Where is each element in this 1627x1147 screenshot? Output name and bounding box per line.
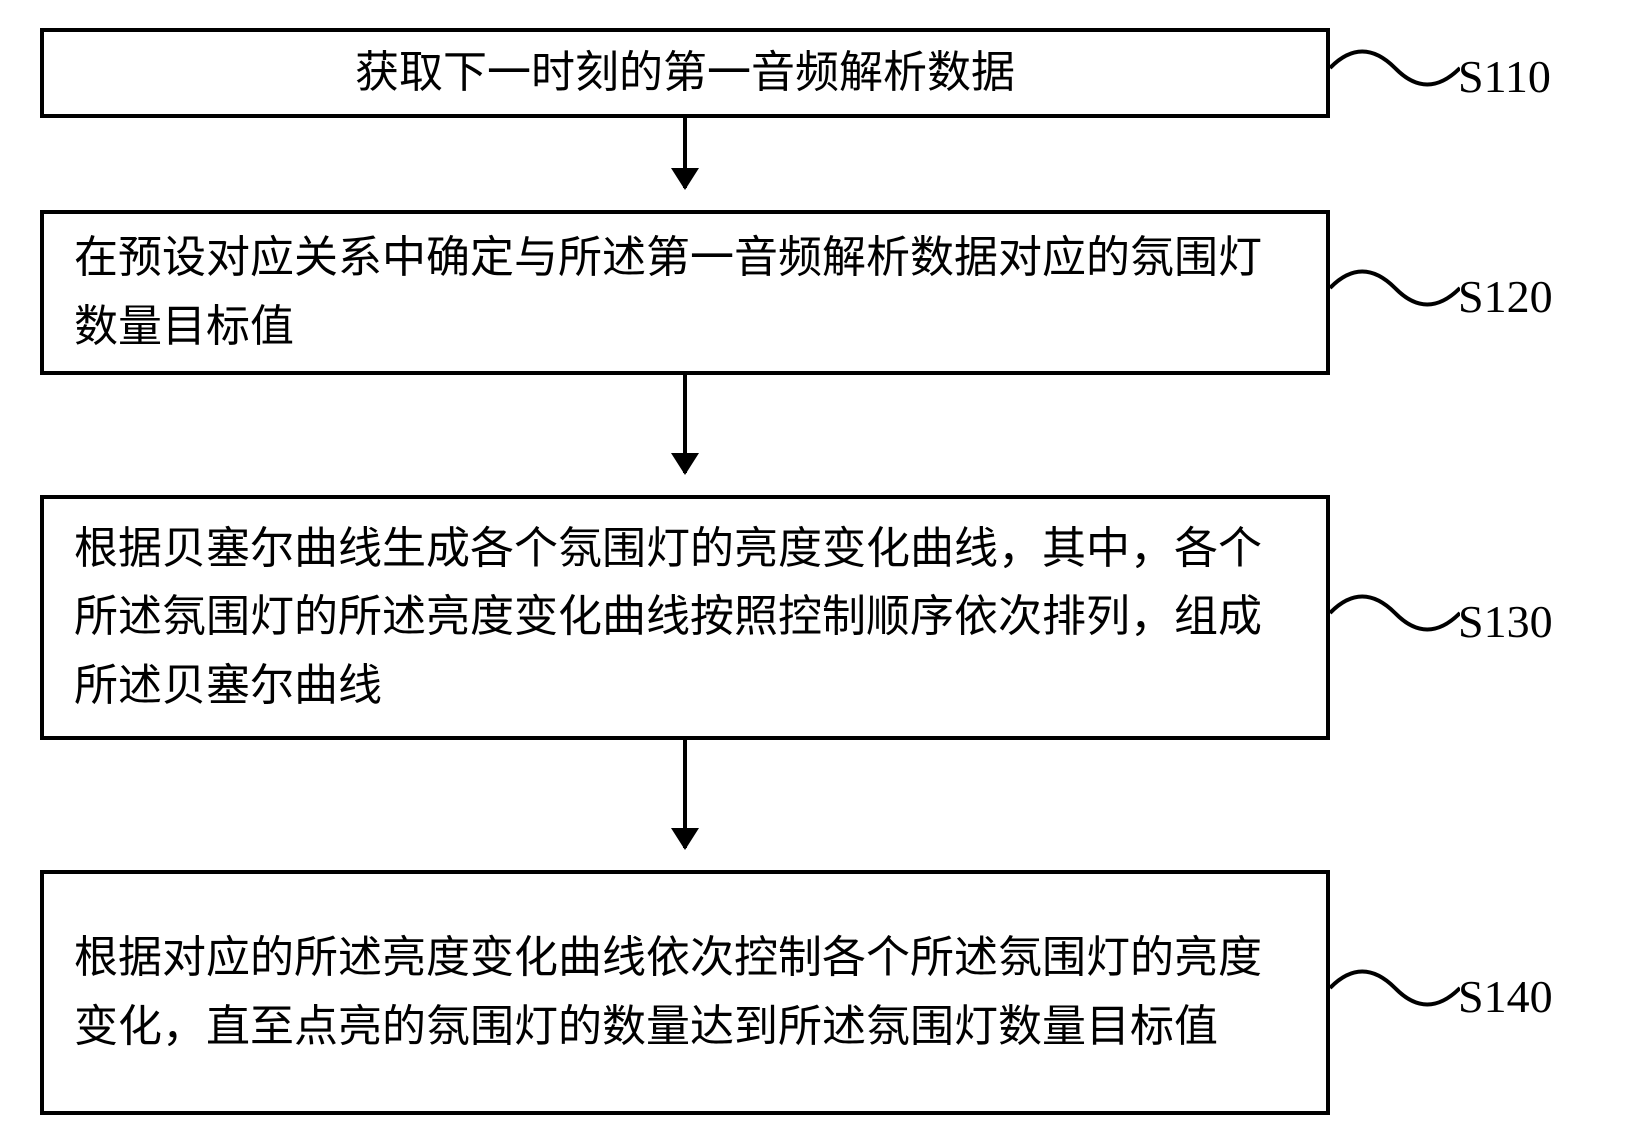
step-label-s120: S120 bbox=[1458, 270, 1553, 323]
flow-step-text: 根据贝塞尔曲线生成各个氛围灯的亮度变化曲线，其中，各个所述氛围灯的所述亮度变化曲… bbox=[74, 515, 1296, 720]
flowchart-container: 获取下一时刻的第一音频解析数据 S110 在预设对应关系中确定与所述第一音频解析… bbox=[0, 0, 1627, 1147]
wave-connector-icon bbox=[1330, 43, 1460, 93]
flow-arrow-icon bbox=[683, 375, 687, 473]
flow-step-text: 获取下一时刻的第一音频解析数据 bbox=[355, 39, 1015, 107]
flow-step-text: 在预设对应关系中确定与所述第一音频解析数据对应的氛围灯数量目标值 bbox=[74, 224, 1296, 360]
flow-step-s140: 根据对应的所述亮度变化曲线依次控制各个所述氛围灯的亮度变化，直至点亮的氛围灯的数… bbox=[40, 870, 1330, 1115]
flow-arrow-icon bbox=[683, 740, 687, 848]
wave-connector-icon bbox=[1330, 963, 1460, 1013]
step-label-s130: S130 bbox=[1458, 595, 1553, 648]
flow-step-s130: 根据贝塞尔曲线生成各个氛围灯的亮度变化曲线，其中，各个所述氛围灯的所述亮度变化曲… bbox=[40, 495, 1330, 740]
step-label-s110: S110 bbox=[1458, 50, 1551, 103]
flow-step-s120: 在预设对应关系中确定与所述第一音频解析数据对应的氛围灯数量目标值 bbox=[40, 210, 1330, 375]
step-label-s140: S140 bbox=[1458, 970, 1553, 1023]
wave-connector-icon bbox=[1330, 588, 1460, 638]
flow-arrow-icon bbox=[683, 118, 687, 188]
flow-step-text: 根据对应的所述亮度变化曲线依次控制各个所述氛围灯的亮度变化，直至点亮的氛围灯的数… bbox=[74, 924, 1296, 1060]
wave-connector-icon bbox=[1330, 263, 1460, 313]
flow-step-s110: 获取下一时刻的第一音频解析数据 bbox=[40, 28, 1330, 118]
